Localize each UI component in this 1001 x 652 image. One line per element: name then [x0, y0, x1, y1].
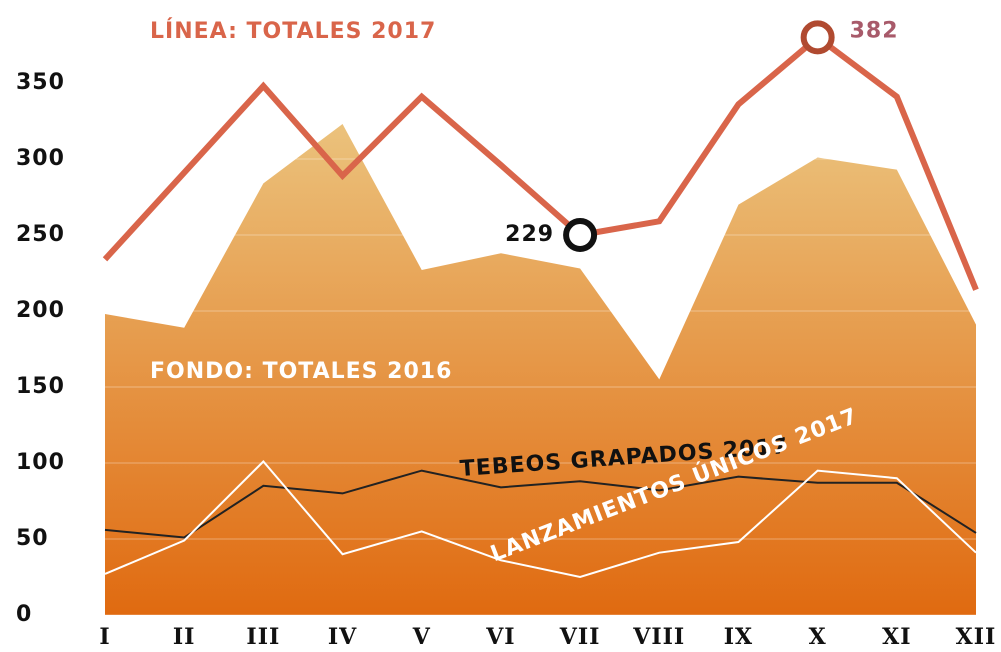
x-tick-label: III — [246, 624, 280, 650]
y-tick-label: 300 — [16, 146, 65, 171]
x-tick-label: XI — [882, 624, 911, 650]
y-tick-label: 50 — [16, 526, 49, 551]
x-tick-label: IV — [328, 624, 357, 650]
annotation-label: 382 — [850, 18, 899, 43]
y-tick-label: 0 — [16, 602, 32, 627]
y-tick-label: 200 — [16, 298, 65, 323]
series-label: LÍNEA: TOTALES 2017 — [150, 18, 436, 44]
x-tick-label: VIII — [632, 624, 685, 650]
line — [104, 469, 977, 539]
x-tick-label: I — [99, 624, 110, 650]
x-tick-label: II — [173, 624, 196, 650]
line — [104, 460, 977, 579]
x-tick-label: V — [412, 624, 431, 650]
annotation-marker — [800, 20, 835, 55]
annotation-label: 229 — [505, 222, 554, 247]
series-label: FONDO: TOTALES 2016 — [150, 359, 452, 384]
y-tick-label: 100 — [16, 450, 65, 475]
x-tick-label: IX — [724, 624, 753, 650]
x-tick-label: VI — [485, 624, 515, 650]
y-tick-label: 150 — [16, 374, 65, 399]
y-tick-label: 250 — [16, 222, 65, 247]
x-tick-label: XII — [956, 624, 997, 650]
annotation-marker — [563, 218, 598, 252]
y-tick-label: 350 — [16, 70, 65, 95]
x-tick-label: X — [809, 624, 827, 650]
x-tick-label: VII — [559, 624, 601, 650]
